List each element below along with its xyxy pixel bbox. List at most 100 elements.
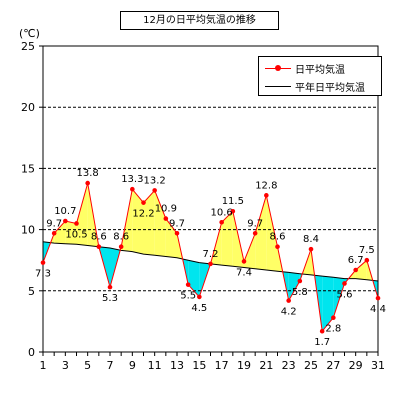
above-normal-fill (255, 195, 267, 270)
data-label: 5.5 (180, 291, 196, 302)
data-label: 5.6 (337, 289, 353, 300)
x-tick-label: 29 (349, 359, 363, 372)
x-tick-label: 5 (84, 359, 91, 372)
data-label: 5.3 (102, 293, 118, 304)
legend-item-daily: 日平均気温 (259, 59, 383, 77)
data-label: 11.5 (222, 196, 244, 207)
data-point (141, 200, 146, 205)
data-point (208, 261, 213, 267)
below-normal-fill (322, 276, 334, 332)
data-label: 12.2 (132, 209, 154, 220)
data-point (364, 257, 370, 263)
data-label: 8.4 (303, 234, 319, 245)
data-point (275, 244, 280, 250)
legend-item-normal: 平年日平均気温 (259, 77, 383, 95)
x-tick-label: 23 (282, 359, 296, 372)
y-tick-label: 20 (21, 101, 35, 114)
data-point (130, 186, 135, 192)
data-label: 4.5 (191, 303, 207, 314)
below-normal-fill (288, 272, 300, 301)
above-normal-fill (154, 190, 166, 257)
data-point (85, 180, 90, 186)
data-label: 4.2 (281, 307, 297, 318)
legend-label-normal: 平年日平均気温 (295, 83, 365, 94)
data-label: 9.7 (46, 218, 62, 229)
data-point (163, 216, 169, 221)
above-normal-fill (266, 195, 278, 272)
data-label: 2.8 (325, 324, 341, 335)
data-label: 10.5 (65, 229, 87, 240)
legend-label-daily: 日平均気温 (295, 65, 345, 76)
x-tick-label: 11 (148, 359, 162, 372)
data-point (74, 221, 79, 226)
legend-swatch-normal (265, 86, 291, 87)
data-label: 8.6 (91, 232, 107, 243)
x-tick-label: 3 (62, 359, 69, 372)
x-tick-label: 17 (215, 359, 229, 372)
data-label: 4.4 (370, 304, 386, 315)
data-label: 7.3 (35, 269, 51, 280)
data-label: 10.9 (155, 204, 177, 215)
data-point (152, 188, 157, 193)
legend-marker-daily (275, 65, 281, 71)
data-label: 5.8 (292, 287, 308, 298)
data-label: 8.6 (270, 232, 286, 243)
data-label: 10.7 (54, 206, 76, 217)
data-point (286, 298, 291, 303)
x-tick-label: 19 (237, 359, 251, 372)
x-tick-label: 9 (129, 359, 136, 372)
y-tick-label: 15 (21, 162, 35, 175)
data-point (342, 281, 347, 286)
data-point (197, 294, 202, 300)
x-tick-label: 1 (40, 359, 47, 372)
data-point (219, 219, 224, 225)
y-tick-label: 10 (21, 224, 35, 237)
x-tick-label: 15 (192, 359, 206, 372)
data-point (353, 267, 358, 273)
x-tick-label: 21 (259, 359, 273, 372)
data-label: 8.6 (113, 232, 129, 243)
above-normal-fill (165, 218, 177, 258)
above-normal-fill (65, 221, 77, 245)
above-normal-fill (221, 211, 233, 267)
data-label: 7.5 (359, 245, 375, 256)
data-point (63, 218, 68, 224)
data-label: 13.8 (77, 168, 99, 179)
above-normal-fill (355, 260, 367, 280)
data-point (174, 230, 180, 236)
data-labels: 7.39.710.710.513.88.65.38.613.312.213.21… (35, 168, 386, 348)
data-point (230, 208, 236, 214)
y-tick-label: 25 (21, 40, 35, 53)
series-line-normal (42, 241, 379, 282)
data-label: 13.3 (121, 174, 143, 185)
x-tick-label: 13 (170, 359, 184, 372)
above-normal-fill (244, 233, 256, 269)
x-tick-label: 7 (107, 359, 114, 372)
legend: 日平均気温 平年日平均気温 (258, 56, 382, 96)
above-normal-fill (54, 221, 66, 244)
data-point (252, 230, 258, 236)
data-point (51, 230, 57, 236)
data-point (297, 278, 303, 284)
data-point (308, 246, 314, 252)
x-tick-label: 31 (371, 359, 385, 372)
data-point (264, 193, 269, 198)
data-point (241, 259, 247, 264)
data-point (118, 244, 124, 250)
data-label: 7.4 (236, 267, 252, 278)
data-label: 10.6 (211, 207, 233, 218)
data-label: 7.2 (203, 249, 219, 260)
y-tick-labels: 0 5 10 15 20 25 (21, 40, 35, 359)
data-point (375, 295, 381, 301)
data-point (185, 282, 191, 287)
data-point (331, 315, 336, 321)
data-point (319, 328, 325, 334)
data-markers (40, 180, 381, 334)
y-tick-label: 5 (28, 285, 35, 298)
x-tick-label: 27 (326, 359, 340, 372)
below-normal-fill (188, 260, 200, 297)
data-label: 12.8 (255, 180, 277, 191)
y-axis-unit: (℃) (19, 27, 40, 40)
data-point (96, 244, 102, 250)
